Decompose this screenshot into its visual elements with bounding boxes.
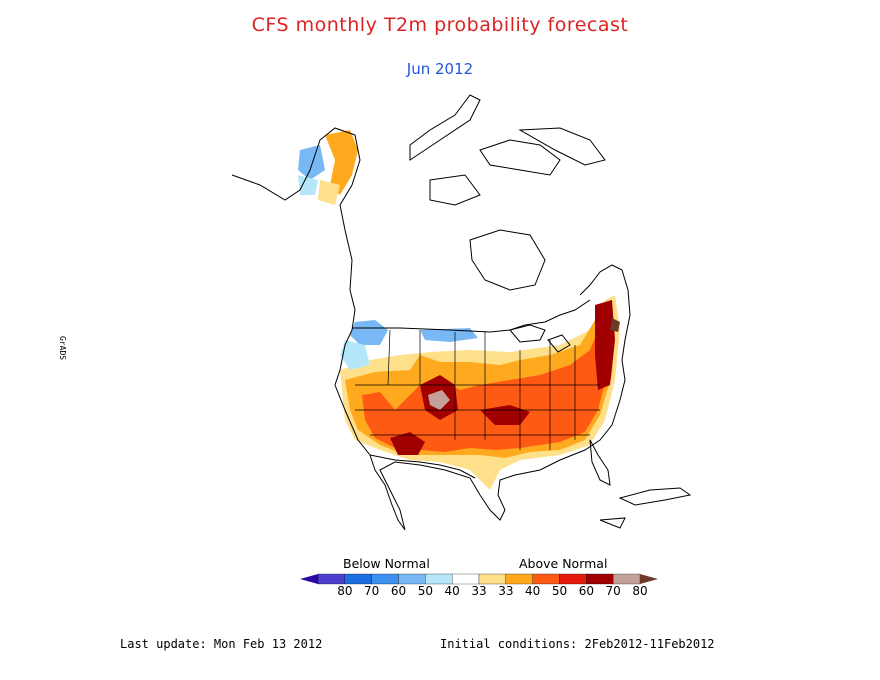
legend-below-label: Below Normal [343,556,430,571]
legend-tick-label: 50 [551,584,568,598]
legend-tick-label: 50 [417,584,433,598]
grads-mark: GrADS [58,336,67,361]
legend-swatch [586,573,614,585]
legend-tick-label: 70 [605,584,621,598]
legend-tick-label: 80 [632,584,648,598]
great-lakes [509,324,571,353]
legend-swatch [371,573,399,585]
footer-last-update: Last update: Mon Feb 13 2012 [120,637,323,651]
fill-alaska-light [298,175,318,195]
florida [589,439,611,486]
fill-above-80-b [610,318,620,332]
fill-alaska-below [298,145,325,180]
legend-swatch [478,573,506,585]
legend-tick-label: 60 [390,584,407,598]
legend-swatch [532,573,560,585]
north-america-outline [231,127,631,531]
fill-alaska-above [325,130,358,195]
fill-below-33 [340,340,370,370]
legend-tick-label: 40 [444,584,460,598]
fill-above-60 [362,320,610,452]
us-canada-border [352,299,591,333]
legend-swatch [559,573,587,585]
coastline-layer [231,94,692,531]
fill-above-70-d [595,300,615,390]
probability-fill-layer [298,130,620,490]
legend-swatch [452,573,480,585]
legend-tick-label: 80 [337,584,353,598]
fill-alaska-yellow [318,180,340,205]
legend-swatch [344,573,372,585]
legend-swatch-end-low [300,574,318,584]
hudson-bay [469,229,546,291]
legend-tick-label: 60 [578,584,594,598]
arctic-islands [409,94,606,206]
legend-colorbar [300,573,658,585]
legend-swatch-end-high [640,574,658,584]
legend-tick-label: 33 [498,584,514,598]
legend-tick-label: 40 [525,584,541,598]
legend-tick-label: 70 [364,584,380,598]
us-mexico-border [369,454,476,479]
caribbean-islands [599,487,692,529]
legend-swatch [425,573,453,585]
fill-below-40 [350,320,388,345]
state-lines [355,329,600,450]
legend-swatch [613,573,641,585]
footer-initial-conditions: Initial conditions: 2Feb2012-11Feb2012 [440,637,715,651]
fill-below-40-b [420,328,478,342]
chart-title: CFS monthly T2m probability forecast [251,14,629,36]
fill-above-70-c [390,432,425,455]
fill-above-80 [428,390,450,410]
legend-swatch [398,573,426,585]
legend-tick-label: 33 [471,584,487,598]
chart-subtitle: Jun 2012 [406,60,474,78]
legend-swatch [505,573,533,585]
legend-swatch [317,573,345,585]
legend-above-label: Above Normal [519,556,608,571]
